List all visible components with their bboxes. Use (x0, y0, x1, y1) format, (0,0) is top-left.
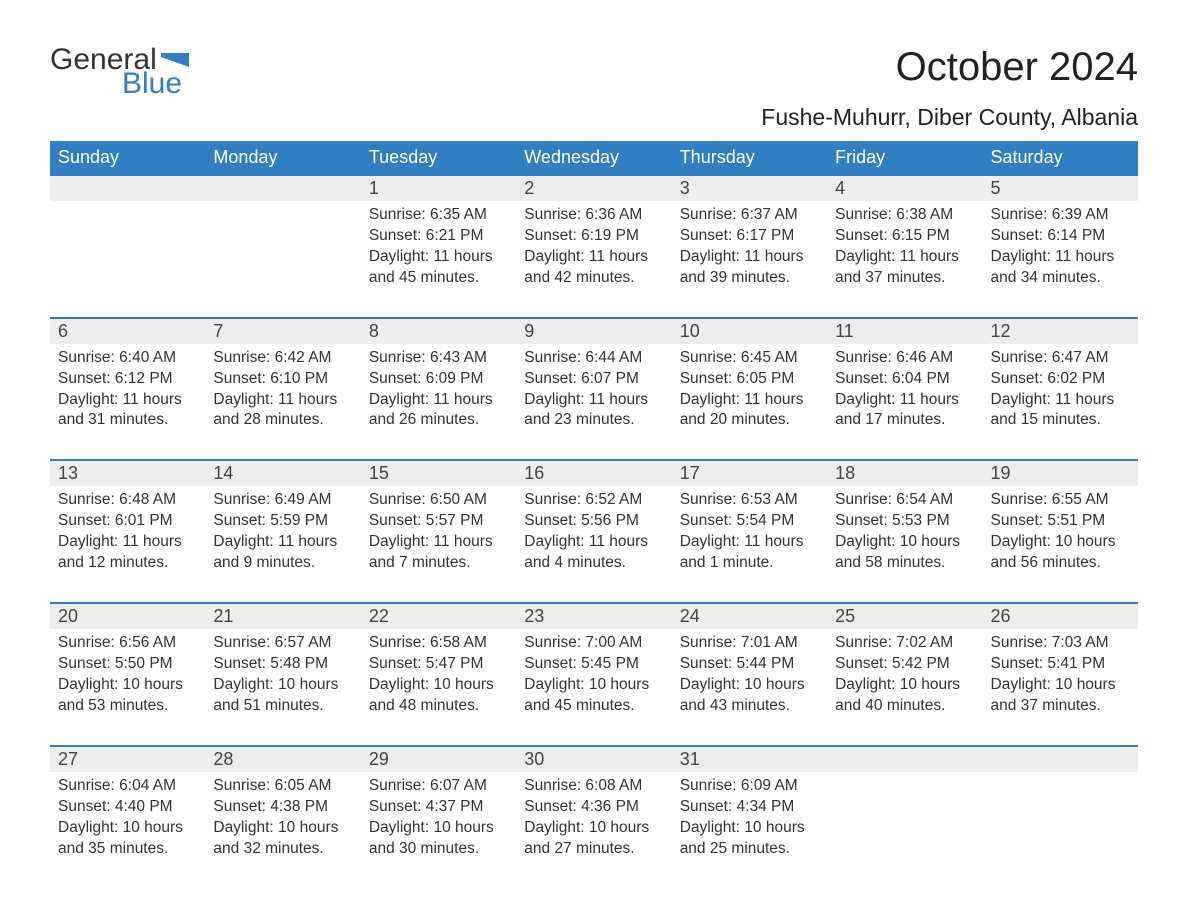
day-number: 24 (672, 603, 827, 629)
weekday-header: Sunday (50, 141, 205, 175)
day-number: 28 (205, 746, 360, 772)
day-number: 20 (50, 603, 205, 629)
day-detail: Sunrise: 6:58 AMSunset: 5:47 PMDaylight:… (361, 629, 516, 746)
day-number: 29 (361, 746, 516, 772)
day-number: 30 (516, 746, 671, 772)
day-detail (827, 772, 982, 868)
day-number-row: 20212223242526 (50, 603, 1138, 629)
day-detail: Sunrise: 7:03 AMSunset: 5:41 PMDaylight:… (983, 629, 1138, 746)
day-number: 18 (827, 460, 982, 486)
day-detail: Sunrise: 6:07 AMSunset: 4:37 PMDaylight:… (361, 772, 516, 868)
weekday-header: Tuesday (361, 141, 516, 175)
day-detail: Sunrise: 6:50 AMSunset: 5:57 PMDaylight:… (361, 486, 516, 603)
weekday-header: Wednesday (516, 141, 671, 175)
day-number: 11 (827, 318, 982, 344)
day-detail (50, 201, 205, 318)
day-detail: Sunrise: 6:45 AMSunset: 6:05 PMDaylight:… (672, 344, 827, 461)
day-detail: Sunrise: 6:56 AMSunset: 5:50 PMDaylight:… (50, 629, 205, 746)
day-detail: Sunrise: 6:38 AMSunset: 6:15 PMDaylight:… (827, 201, 982, 318)
day-number-row: 12345 (50, 175, 1138, 201)
day-detail: Sunrise: 6:42 AMSunset: 6:10 PMDaylight:… (205, 344, 360, 461)
day-detail: Sunrise: 7:01 AMSunset: 5:44 PMDaylight:… (672, 629, 827, 746)
logo: General Blue (50, 45, 189, 99)
day-detail: Sunrise: 6:08 AMSunset: 4:36 PMDaylight:… (516, 772, 671, 868)
day-number: 25 (827, 603, 982, 629)
day-number: 6 (50, 318, 205, 344)
day-number: 23 (516, 603, 671, 629)
day-detail: Sunrise: 6:52 AMSunset: 5:56 PMDaylight:… (516, 486, 671, 603)
weekday-header: Friday (827, 141, 982, 175)
day-detail: Sunrise: 6:57 AMSunset: 5:48 PMDaylight:… (205, 629, 360, 746)
day-number (205, 175, 360, 201)
day-number (827, 746, 982, 772)
day-number: 9 (516, 318, 671, 344)
day-number-row: 2728293031 (50, 746, 1138, 772)
weekday-header: Saturday (983, 141, 1138, 175)
day-detail: Sunrise: 6:35 AMSunset: 6:21 PMDaylight:… (361, 201, 516, 318)
day-detail-row: Sunrise: 6:04 AMSunset: 4:40 PMDaylight:… (50, 772, 1138, 868)
page-header: General Blue October 2024 Fushe-Muhurr, … (50, 45, 1138, 131)
day-number: 7 (205, 318, 360, 344)
day-number (983, 746, 1138, 772)
day-number: 5 (983, 175, 1138, 201)
day-number: 14 (205, 460, 360, 486)
day-number: 13 (50, 460, 205, 486)
logo-word-2: Blue (122, 69, 189, 99)
day-detail: Sunrise: 7:00 AMSunset: 5:45 PMDaylight:… (516, 629, 671, 746)
day-number: 16 (516, 460, 671, 486)
day-number: 2 (516, 175, 671, 201)
day-detail: Sunrise: 6:46 AMSunset: 6:04 PMDaylight:… (827, 344, 982, 461)
day-number: 27 (50, 746, 205, 772)
day-number-row: 13141516171819 (50, 460, 1138, 486)
day-number: 12 (983, 318, 1138, 344)
day-detail: Sunrise: 7:02 AMSunset: 5:42 PMDaylight:… (827, 629, 982, 746)
day-detail: Sunrise: 6:54 AMSunset: 5:53 PMDaylight:… (827, 486, 982, 603)
day-detail: Sunrise: 6:48 AMSunset: 6:01 PMDaylight:… (50, 486, 205, 603)
weekday-header: Monday (205, 141, 360, 175)
day-detail (983, 772, 1138, 868)
day-number: 1 (361, 175, 516, 201)
day-detail (205, 201, 360, 318)
day-number: 21 (205, 603, 360, 629)
day-number: 10 (672, 318, 827, 344)
weekday-header: Thursday (672, 141, 827, 175)
day-detail: Sunrise: 6:36 AMSunset: 6:19 PMDaylight:… (516, 201, 671, 318)
day-detail: Sunrise: 6:47 AMSunset: 6:02 PMDaylight:… (983, 344, 1138, 461)
day-detail-row: Sunrise: 6:48 AMSunset: 6:01 PMDaylight:… (50, 486, 1138, 603)
day-detail-row: Sunrise: 6:56 AMSunset: 5:50 PMDaylight:… (50, 629, 1138, 746)
day-number: 4 (827, 175, 982, 201)
day-number: 15 (361, 460, 516, 486)
calendar-table: Sunday Monday Tuesday Wednesday Thursday… (50, 141, 1138, 867)
day-detail: Sunrise: 6:43 AMSunset: 6:09 PMDaylight:… (361, 344, 516, 461)
day-detail: Sunrise: 6:44 AMSunset: 6:07 PMDaylight:… (516, 344, 671, 461)
day-detail: Sunrise: 6:05 AMSunset: 4:38 PMDaylight:… (205, 772, 360, 868)
weekday-header-row: Sunday Monday Tuesday Wednesday Thursday… (50, 141, 1138, 175)
day-number: 26 (983, 603, 1138, 629)
day-detail: Sunrise: 6:53 AMSunset: 5:54 PMDaylight:… (672, 486, 827, 603)
day-detail: Sunrise: 6:39 AMSunset: 6:14 PMDaylight:… (983, 201, 1138, 318)
day-number: 19 (983, 460, 1138, 486)
day-detail: Sunrise: 6:09 AMSunset: 4:34 PMDaylight:… (672, 772, 827, 868)
day-detail: Sunrise: 6:37 AMSunset: 6:17 PMDaylight:… (672, 201, 827, 318)
day-detail-row: Sunrise: 6:40 AMSunset: 6:12 PMDaylight:… (50, 344, 1138, 461)
month-title: October 2024 (761, 45, 1138, 90)
day-number (50, 175, 205, 201)
day-detail-row: Sunrise: 6:35 AMSunset: 6:21 PMDaylight:… (50, 201, 1138, 318)
day-detail: Sunrise: 6:55 AMSunset: 5:51 PMDaylight:… (983, 486, 1138, 603)
day-number: 8 (361, 318, 516, 344)
day-number: 31 (672, 746, 827, 772)
day-detail: Sunrise: 6:40 AMSunset: 6:12 PMDaylight:… (50, 344, 205, 461)
location-subtitle: Fushe-Muhurr, Diber County, Albania (761, 104, 1138, 131)
day-detail: Sunrise: 6:04 AMSunset: 4:40 PMDaylight:… (50, 772, 205, 868)
day-number: 22 (361, 603, 516, 629)
day-detail: Sunrise: 6:49 AMSunset: 5:59 PMDaylight:… (205, 486, 360, 603)
day-number: 3 (672, 175, 827, 201)
day-number: 17 (672, 460, 827, 486)
day-number-row: 6789101112 (50, 318, 1138, 344)
